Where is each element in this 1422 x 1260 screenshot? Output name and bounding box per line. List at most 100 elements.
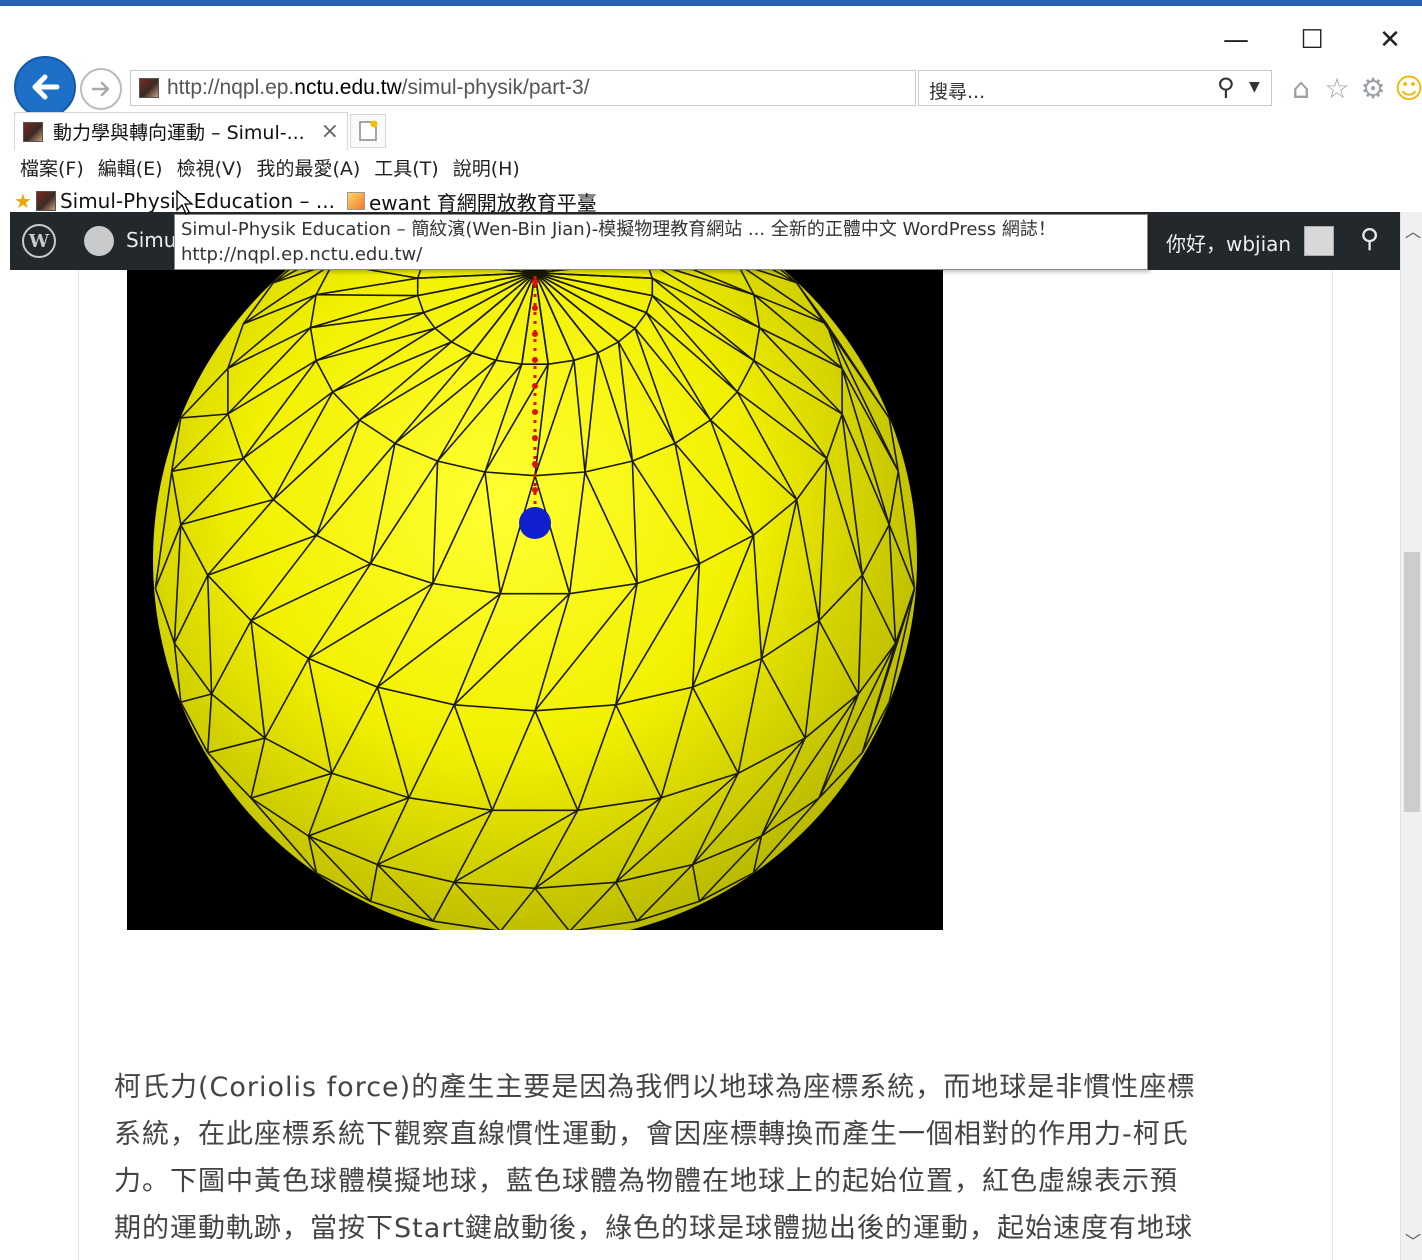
wireframe-edge [825, 458, 864, 576]
home-icon[interactable]: ⌂ [1292, 71, 1310, 105]
avatar[interactable] [1304, 226, 1334, 256]
wireframe-edge [569, 920, 638, 930]
menu-help[interactable]: 說明(H) [452, 157, 520, 180]
forward-button[interactable] [80, 68, 122, 110]
search-box[interactable]: 搜尋... ⚲ ▼ [918, 70, 1272, 106]
wireframe-edge [818, 752, 863, 799]
wp-search-icon[interactable]: ⚲ [1360, 224, 1380, 254]
wireframe-edge [548, 359, 575, 365]
wireframe-edge [888, 588, 916, 703]
search-placeholder[interactable]: 搜尋... [929, 81, 986, 103]
wireframe-edge [376, 686, 410, 799]
wireframe-edge [453, 809, 579, 883]
wireframe-edge [534, 710, 579, 811]
wireframe-edge [521, 272, 536, 365]
wordpress-logo-icon[interactable]: W [22, 224, 56, 258]
search-dropdown-icon[interactable]: ▼ [1249, 79, 1260, 95]
tab-active[interactable]: 動力學與轉向運動 – Simul-... × [14, 112, 348, 150]
wireframe-edge [861, 701, 890, 754]
page-scrollbar[interactable]: ︿ ﹀ [1400, 212, 1422, 1260]
wireframe-edge [615, 881, 638, 922]
arrow-right-icon [91, 81, 110, 97]
wireframe-edge [760, 737, 806, 837]
search-icon[interactable]: ⚲ [1217, 73, 1235, 101]
favorites-star-icon[interactable]: ☆ [1324, 71, 1350, 105]
wireframe-edge [534, 272, 549, 365]
wireframe-edge [242, 270, 334, 325]
add-favorite-star-icon[interactable]: ★ [14, 189, 32, 213]
wireframe-edge [534, 593, 571, 712]
wireframe-edge [645, 270, 654, 279]
wireframe-edge [759, 326, 843, 370]
wireframe-edge [250, 619, 309, 660]
menu-edit[interactable]: 編輯(E) [97, 157, 163, 180]
wireframe-edge [761, 797, 820, 837]
tab-close-icon[interactable]: × [320, 119, 339, 144]
wireframe-edge [454, 704, 536, 712]
dashboard-gauge-icon[interactable] [84, 226, 114, 256]
address-bar[interactable]: http://nqpl.ep.nctu.edu.tw/simul-physik/… [130, 70, 1033, 106]
scroll-thumb[interactable] [1404, 552, 1420, 812]
tab-title[interactable]: 動力學與轉向運動 – Simul-... [53, 122, 305, 144]
mouse-cursor-icon [176, 190, 194, 215]
menu-file[interactable]: 檔案(F) [20, 157, 84, 180]
menu-favorites[interactable]: 我的最愛(A) [256, 157, 361, 180]
wireframe-edge [308, 582, 434, 660]
wireframe-edge [207, 737, 266, 754]
wireframe-edge [250, 797, 309, 837]
wireframe-edge [180, 498, 274, 526]
settings-gear-icon[interactable]: ⚙ [1360, 71, 1386, 105]
back-button[interactable] [14, 56, 76, 118]
wireframe-edge [573, 360, 586, 473]
trajectory-dot [532, 383, 538, 389]
wireframe-edge [376, 864, 434, 922]
wireframe-edge [180, 413, 228, 419]
wireframe-edge [615, 797, 662, 883]
wireframe-edge [651, 277, 755, 362]
wireframe-edge [315, 327, 436, 362]
wireframe-edge [394, 352, 473, 444]
wireframe-edge [645, 270, 760, 329]
wireframe-edge [310, 311, 424, 329]
wireframe-edge [709, 419, 755, 536]
new-tab-button[interactable] [350, 114, 386, 148]
wp-site-name[interactable]: Simu [126, 228, 177, 252]
article-line: 力。下圖中黃色球體模擬地球，藍色球體為物體在地球上的起始位置，紅色虛線表示預 [114, 1166, 1178, 1197]
favorite-simul-physik[interactable]: Simul-Physik Education – ... [35, 189, 335, 213]
wireframe-edge [795, 499, 820, 621]
wireframe-edge [761, 619, 820, 660]
wireframe-edge [617, 341, 676, 444]
wireframe-edge [453, 881, 501, 930]
wireframe-edge [227, 413, 245, 459]
wireframe-edge [841, 413, 890, 525]
tab-strip: 動力學與轉向運動 – Simul-... × [0, 110, 1422, 150]
scroll-up-icon[interactable]: ︿ [1405, 222, 1422, 241]
feedback-smiley-icon[interactable]: ☺ [1394, 71, 1422, 105]
wireframe-edge [861, 587, 916, 753]
favorite-label: ewant 育網開放教育平臺 [368, 190, 597, 215]
wireframe-edge [651, 277, 760, 329]
simulation-canvas[interactable] [127, 270, 943, 930]
wp-user-greeting[interactable]: 你好，wbjian [1166, 232, 1292, 256]
wireframe-edge [615, 863, 693, 884]
address-url[interactable]: http://nqpl.ep.nctu.edu.tw/simul-physik/… [167, 76, 590, 99]
wireframe-edge [888, 524, 916, 589]
favorite-ewant[interactable]: ewant 育網開放教育平臺 [346, 187, 597, 216]
wireframe-edge [760, 658, 806, 739]
close-window-button[interactable]: ✕ [1379, 25, 1401, 55]
scroll-down-icon[interactable]: ﹀ [1405, 1232, 1422, 1251]
earth-sphere-simulation [153, 270, 917, 930]
wireframe-edge [615, 686, 693, 706]
menu-tools[interactable]: 工具(T) [374, 157, 439, 180]
maximize-button[interactable]: ☐ [1300, 25, 1324, 55]
wireframe-edge [660, 686, 694, 799]
wireframe-edge [206, 693, 213, 753]
wireframe-edge [394, 359, 497, 445]
wireframe-edge [408, 797, 493, 812]
wireframe-edge [227, 327, 312, 415]
wireframe-edge [752, 535, 763, 659]
wireframe-edge [818, 620, 860, 695]
wireframe-edge [825, 413, 843, 459]
minimize-button[interactable]: — [1223, 25, 1249, 55]
menu-view[interactable]: 檢視(V) [176, 157, 243, 180]
